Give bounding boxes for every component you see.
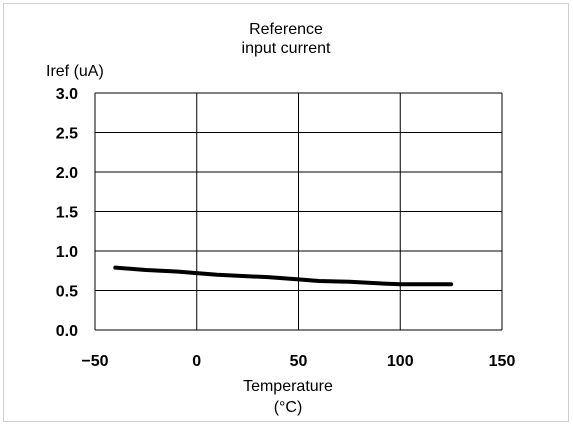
- chart-title-line-1: Reference: [249, 21, 323, 38]
- series-line: [113, 265, 454, 287]
- y-tick-label: 2.5: [56, 126, 78, 143]
- grid: [94, 92, 503, 331]
- y-tick-label: 0.0: [56, 323, 78, 340]
- chart-frame: [3, 3, 569, 422]
- series-layer: [113, 265, 454, 287]
- y-tick-label: 1.5: [56, 205, 78, 222]
- x-axis-label-line-1: Temperature: [243, 378, 333, 395]
- y-tick-label: 1.0: [56, 244, 78, 261]
- x-tick-label: 0: [192, 353, 201, 370]
- y-tick-label: 0.5: [56, 284, 78, 301]
- x-tick-label: 150: [489, 353, 516, 370]
- x-tick-label: 50: [290, 353, 308, 370]
- x-axis-label-line-2: (°C): [274, 399, 303, 416]
- chart-title-line-2: input current: [242, 40, 331, 57]
- axis-layer: 0.0 0.5 1.0 1.5 2.0 2.5 3.0 −50 0 50 100 150: [56, 86, 516, 370]
- x-tick-label: 100: [387, 353, 414, 370]
- y-axis-label: Iref (uA): [46, 63, 104, 80]
- y-tick-label: 3.0: [56, 86, 78, 103]
- x-tick-label: −50: [81, 353, 108, 370]
- y-tick-label: 2.0: [56, 165, 78, 182]
